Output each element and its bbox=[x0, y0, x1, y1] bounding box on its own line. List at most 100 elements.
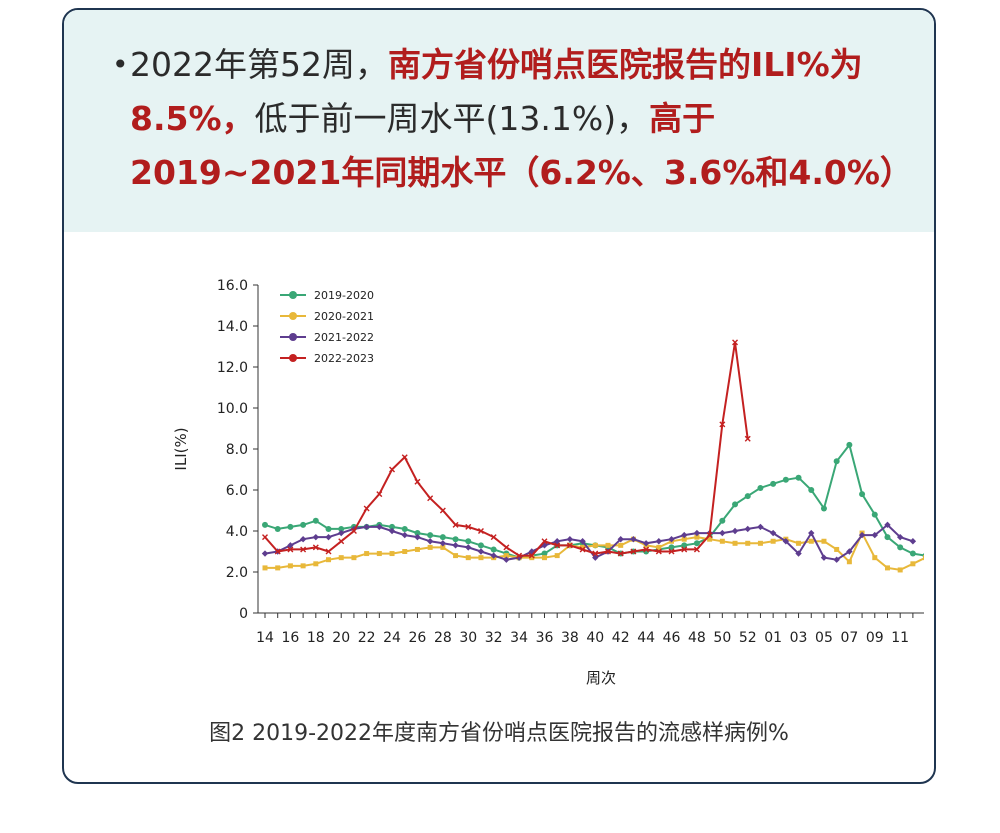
series-line-2022-2023 bbox=[264, 342, 749, 557]
data-point bbox=[884, 534, 891, 541]
data-point bbox=[732, 501, 739, 508]
data-point bbox=[668, 548, 675, 555]
x-tick-label: 07 bbox=[840, 630, 858, 646]
data-point bbox=[300, 563, 306, 569]
data-point bbox=[389, 551, 395, 557]
data-point bbox=[796, 540, 802, 546]
data-point bbox=[452, 536, 459, 543]
data-point bbox=[262, 534, 268, 541]
x-tick-label: 48 bbox=[688, 630, 706, 646]
x-tick-label: 03 bbox=[790, 630, 808, 646]
data-point bbox=[808, 487, 815, 493]
data-point bbox=[274, 548, 281, 555]
data-point bbox=[871, 511, 878, 518]
y-tick-label: 4.0 bbox=[226, 524, 248, 540]
data-point bbox=[592, 542, 598, 548]
x-tick-label: 40 bbox=[586, 630, 604, 646]
data-point bbox=[338, 555, 344, 561]
data-point bbox=[618, 542, 624, 548]
data-point bbox=[376, 523, 383, 531]
data-point bbox=[896, 533, 904, 541]
data-point bbox=[846, 441, 853, 448]
data-point bbox=[706, 532, 713, 539]
y-tick-label: 16.0 bbox=[217, 278, 248, 294]
data-point bbox=[389, 523, 396, 530]
data-point bbox=[427, 532, 434, 539]
data-point bbox=[566, 536, 574, 543]
data-point bbox=[312, 533, 320, 541]
x-tick-label: 42 bbox=[612, 630, 630, 646]
data-point bbox=[579, 538, 586, 545]
data-point bbox=[275, 565, 281, 571]
data-point bbox=[529, 555, 535, 561]
data-point bbox=[719, 538, 725, 544]
data-point bbox=[731, 527, 739, 535]
y-tick-label: 2.0 bbox=[226, 565, 248, 581]
data-point bbox=[681, 546, 688, 553]
series-2020-2021: 2020-2021 bbox=[262, 310, 924, 573]
data-point bbox=[732, 339, 739, 346]
data-point bbox=[821, 538, 827, 544]
data-point bbox=[923, 555, 924, 561]
legend-label: 2021-2022 bbox=[314, 331, 374, 344]
data-point bbox=[884, 521, 891, 529]
data-point bbox=[808, 538, 814, 544]
data-point bbox=[630, 548, 637, 555]
data-point bbox=[465, 555, 471, 561]
data-point bbox=[401, 525, 408, 532]
data-point bbox=[655, 538, 663, 545]
y-tick-label: 14.0 bbox=[217, 319, 248, 335]
data-point bbox=[745, 540, 751, 546]
data-point bbox=[859, 491, 866, 498]
data-point bbox=[478, 555, 484, 561]
data-point bbox=[795, 474, 802, 481]
y-tick-label: 10.0 bbox=[217, 401, 248, 417]
data-point bbox=[770, 480, 777, 487]
data-point bbox=[287, 523, 294, 530]
summary-text: • 2022年第52周，南方省份哨点医院报告的ILI%为8.5%，低于前一周水平(… bbox=[112, 38, 913, 200]
data-point bbox=[325, 548, 332, 555]
data-point bbox=[426, 538, 434, 545]
data-point bbox=[453, 553, 459, 559]
legend-label: 2019-2020 bbox=[314, 289, 374, 302]
data-point bbox=[490, 552, 497, 559]
data-point bbox=[350, 528, 357, 534]
data-point bbox=[313, 561, 319, 567]
data-point bbox=[580, 544, 586, 550]
data-point bbox=[528, 552, 535, 559]
x-tick-label: 09 bbox=[866, 630, 884, 646]
x-tick-label: 34 bbox=[510, 630, 528, 646]
legend-marker-icon bbox=[289, 354, 297, 362]
data-point bbox=[744, 435, 751, 442]
data-point bbox=[693, 546, 700, 553]
data-point bbox=[566, 542, 573, 549]
data-point bbox=[414, 546, 420, 552]
x-tick-label: 24 bbox=[383, 630, 401, 646]
data-point bbox=[910, 561, 916, 567]
data-point bbox=[262, 565, 268, 571]
data-point bbox=[414, 533, 421, 541]
y-tick-label: 8.0 bbox=[226, 442, 248, 458]
data-point bbox=[439, 534, 446, 541]
data-point bbox=[401, 531, 408, 539]
x-tick-label: 44 bbox=[637, 630, 655, 646]
data-point bbox=[897, 544, 904, 551]
data-point bbox=[477, 548, 485, 555]
data-point bbox=[376, 491, 383, 498]
data-point bbox=[656, 544, 662, 550]
data-point bbox=[274, 525, 281, 532]
data-point bbox=[769, 529, 777, 537]
series-line-2021-2022 bbox=[264, 523, 914, 561]
y-tick-label: 6.0 bbox=[226, 483, 248, 499]
x-tick-label: 22 bbox=[358, 630, 376, 646]
data-point bbox=[477, 542, 484, 549]
legend-marker-icon bbox=[289, 312, 297, 320]
data-point bbox=[681, 542, 688, 549]
data-point bbox=[351, 555, 357, 561]
data-point bbox=[414, 530, 421, 537]
x-tick-label: 52 bbox=[739, 630, 757, 646]
data-point bbox=[719, 517, 726, 524]
x-tick-label: 05 bbox=[815, 630, 833, 646]
data-point bbox=[872, 555, 878, 561]
series-2021-2022: 2021-2022 bbox=[261, 331, 917, 563]
